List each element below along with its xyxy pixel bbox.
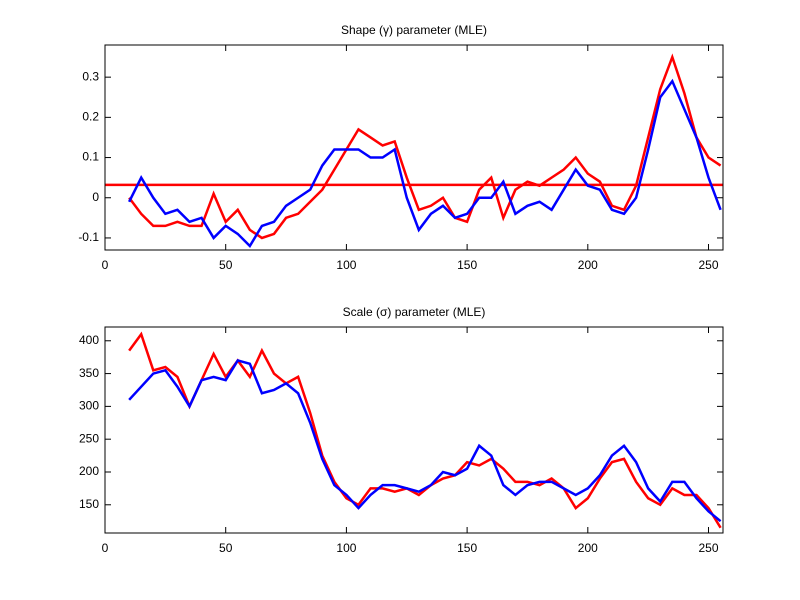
x-tick-label: 150 <box>457 258 477 272</box>
y-tick-label: 250 <box>79 431 99 445</box>
chart-title: Scale (σ) parameter (MLE) <box>343 305 486 319</box>
x-tick-label: 250 <box>699 258 719 272</box>
y-tick-label: 0 <box>92 190 99 204</box>
axes-box <box>104 326 724 534</box>
x-tick-label: 100 <box>336 541 356 555</box>
y-tick-label: 150 <box>79 497 99 511</box>
y-tick-label: -0.1 <box>78 230 99 244</box>
chart-title: Shape (γ) parameter (MLE) <box>341 23 487 37</box>
x-tick-label: 150 <box>457 541 477 555</box>
y-tick-label: 400 <box>79 333 99 347</box>
data-line <box>128 78 722 248</box>
data-line <box>128 331 722 529</box>
x-tick-label: 200 <box>578 541 598 555</box>
x-tick-label: 0 <box>102 258 109 272</box>
y-tick-label: 0.1 <box>82 150 99 164</box>
data-line <box>128 53 722 240</box>
y-tick-label: 0.3 <box>82 69 99 83</box>
x-tick-label: 200 <box>578 258 598 272</box>
y-tick-label: 0.2 <box>82 110 99 124</box>
y-tick-label: 300 <box>79 399 99 413</box>
x-tick-label: 100 <box>336 258 356 272</box>
y-tick-label: 350 <box>79 366 99 380</box>
axes-box <box>104 44 724 251</box>
x-tick-label: 50 <box>219 541 233 555</box>
y-tick-label: 200 <box>79 464 99 478</box>
x-tick-label: 0 <box>102 541 109 555</box>
x-tick-label: 50 <box>219 258 233 272</box>
x-tick-label: 250 <box>699 541 719 555</box>
data-line <box>128 359 722 523</box>
